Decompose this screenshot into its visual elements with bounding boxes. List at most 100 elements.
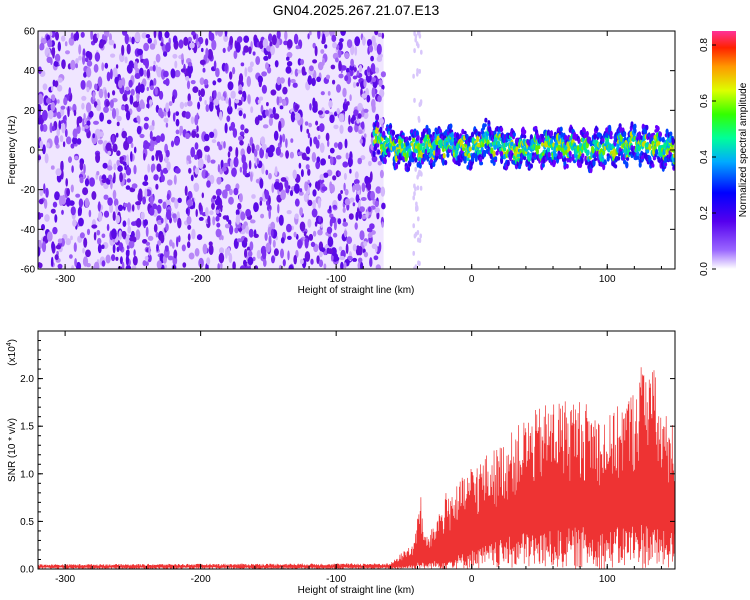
spectrogram-noise-cell (243, 35, 250, 43)
spectrogram-noise-cell (215, 209, 220, 214)
spectrogram-noise-cell (125, 110, 131, 121)
spectrogram-signal-cell (432, 161, 436, 168)
spectrogram-noise-cell (182, 262, 187, 268)
spectrogram-noise-cell (68, 156, 72, 164)
spectrogram-noise-cell (273, 130, 279, 141)
spectrogram-noise-cell (110, 178, 113, 190)
spectrogram-noise-cell (187, 224, 192, 230)
spectrogram-noise-cell (233, 187, 239, 196)
spectrogram-noise-cell (228, 196, 234, 205)
spectrogram-noise-cell (270, 45, 275, 56)
spectrogram-noise-cell (229, 225, 234, 235)
spectrogram-noise-cell (418, 68, 422, 74)
spectrogram-noise-cell (125, 166, 132, 176)
spectrogram-noise-cell (363, 241, 368, 247)
spectrogram-noise-cell (358, 211, 362, 220)
spectrogram-noise-cell (292, 82, 298, 88)
spectrogram-y-tick-label: 40 (24, 66, 36, 77)
spectrogram-noise-cell (220, 262, 223, 269)
spectrogram-noise-cell (187, 100, 193, 107)
spectrogram-noise-cell (83, 71, 87, 78)
spectrogram-noise-cell (365, 211, 369, 219)
spectrogram-noise-cell (271, 255, 275, 264)
spectrogram-noise-cell (310, 258, 314, 265)
spectrogram-noise-cell (215, 188, 222, 196)
spectrogram-noise-cell (286, 39, 293, 49)
spectrogram-noise-cell (256, 158, 260, 165)
spectrogram-noise-cell (115, 204, 119, 214)
spectrogram-noise-cell (379, 88, 385, 98)
spectrogram-noise-cell (319, 174, 324, 181)
spectrogram-signal-cell (401, 134, 405, 139)
spectrogram-noise-cell (248, 46, 252, 55)
spectrogram-noise-cell (290, 111, 296, 123)
spectrogram-noise-cell (245, 265, 251, 269)
spectrogram-noise-cell (55, 168, 62, 177)
spectrogram-noise-cell (415, 201, 418, 207)
spectrogram-signal-cell (476, 135, 480, 143)
spectrogram-noise-cell (72, 128, 78, 139)
spectrogram-noise-cell (107, 150, 112, 156)
spectrogram-signal-cell (523, 129, 527, 134)
spectrogram-noise-cell (247, 66, 253, 73)
spectrogram-noise-cell (266, 102, 269, 107)
spectrogram-noise-cell (49, 122, 53, 133)
spectrogram-noise-cell (96, 104, 102, 112)
spectrogram-noise-cell (287, 235, 292, 240)
spectrogram-noise-cell (329, 183, 336, 194)
spectrogram-noise-cell (38, 198, 44, 205)
spectrogram-noise-cell (259, 178, 264, 189)
spectrogram-noise-cell (276, 216, 280, 223)
snr-y-label: SNR (10 * v/v) (7, 418, 18, 482)
spectrogram-noise-cell (349, 197, 355, 203)
spectrogram-noise-cell (72, 136, 78, 145)
spectrogram-noise-cell (188, 167, 192, 174)
spectrogram-noise-cell (136, 92, 140, 103)
spectrogram-noise-cell (331, 34, 337, 43)
spectrogram-noise-cell (103, 194, 109, 200)
spectrogram-noise-cell (346, 101, 350, 106)
spectrogram-signal-cell (412, 152, 416, 158)
spectrogram-noise-cell (202, 243, 208, 255)
spectrogram-noise-cell (38, 104, 42, 114)
spectrogram-noise-cell (76, 117, 80, 128)
spectrogram-noise-cell (185, 75, 190, 81)
spectrogram-noise-cell (61, 35, 66, 42)
spectrogram-noise-cell (416, 31, 420, 36)
spectrogram-signal-cell (585, 142, 589, 147)
spectrogram-noise-cell (282, 133, 286, 143)
spectrogram-noise-cell (70, 235, 73, 241)
spectrogram-noise-cell (209, 174, 215, 185)
spectrogram-noise-cell (149, 43, 156, 50)
spectrogram-signal-cell (581, 153, 585, 159)
spectrogram-noise-cell (58, 120, 62, 130)
snr-x-tick-label: -300 (55, 574, 75, 585)
spectrogram-noise-cell (261, 143, 267, 151)
spectrogram-signal-cell (484, 117, 488, 123)
spectrogram-noise-cell (248, 160, 252, 170)
spectrogram-noise-cell (309, 137, 312, 147)
spectrogram-noise-cell (155, 135, 161, 144)
spectrogram-noise-cell (280, 189, 286, 201)
spectrogram-noise-cell (232, 261, 236, 269)
spectrogram-noise-cell (265, 109, 269, 117)
snr-series-line (38, 367, 675, 569)
spectrogram-signal-cell (372, 150, 376, 158)
spectrogram-noise-cell (65, 178, 68, 187)
spectrogram-noise-cell (143, 153, 146, 161)
spectrogram-noise-cell (249, 136, 254, 147)
spectrogram-noise-cell (301, 66, 306, 76)
spectrogram-noise-cell (284, 179, 289, 189)
spectrogram-noise-cell (116, 150, 121, 157)
spectrogram-signal-cell (636, 155, 640, 160)
spectrogram-noise-cell (169, 239, 173, 247)
spectrogram-noise-cell (60, 119, 67, 125)
spectrogram-noise-cell (223, 34, 229, 42)
spectrogram-noise-cell (178, 235, 181, 243)
spectrogram-noise-cell (97, 243, 102, 254)
spectrogram-noise-cell (343, 172, 347, 181)
spectrogram-noise-cell (143, 219, 148, 226)
snr-frame (37, 330, 676, 570)
spectrogram-y-tick-label: 20 (24, 106, 36, 117)
spectrogram-noise-cell (172, 112, 176, 122)
